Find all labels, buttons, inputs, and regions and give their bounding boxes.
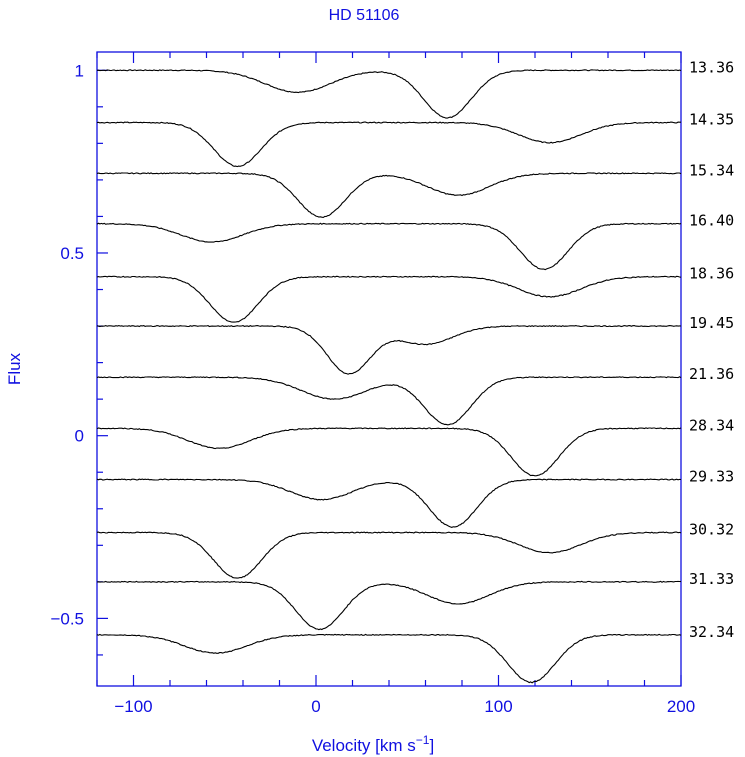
- series-label: 14.35: [689, 111, 734, 129]
- y-tick-labels: 1 0.5 0 −0.5: [50, 61, 84, 628]
- series-label: 32.34: [689, 623, 734, 641]
- x-tick-label: −100: [114, 697, 152, 716]
- spectrum-line: [96, 531, 682, 579]
- spectrum-line: [96, 376, 682, 426]
- series-label: 29.33: [689, 468, 734, 486]
- spectrum-line: [96, 580, 682, 631]
- spectrum-line: [96, 222, 682, 271]
- x-axis-label-exponent: −1: [416, 733, 430, 747]
- x-tick-labels: −100 0 100 200: [114, 697, 695, 716]
- x-axis-label: Velocity [km s−1]: [312, 733, 434, 755]
- x-axis-label-close: ]: [429, 736, 434, 755]
- series-label: 28.34: [689, 416, 734, 434]
- series-label: 31.33: [689, 570, 734, 588]
- chart-title: HD 51106: [329, 7, 400, 24]
- spectrum-line: [96, 275, 682, 323]
- y-tick-label: 0: [75, 427, 84, 446]
- spectrum-line: [96, 427, 682, 477]
- y-tick-label: 1: [75, 61, 84, 80]
- series-label: 15.34: [689, 161, 734, 179]
- x-tick-label: 200: [667, 697, 695, 716]
- x-tick-label: 100: [484, 697, 512, 716]
- series-label: 13.36: [689, 58, 734, 76]
- plot-frame: [96, 51, 682, 687]
- spectrum-line: [96, 69, 682, 119]
- y-axis-label: Flux: [5, 352, 24, 385]
- spectrum-line: [96, 121, 681, 168]
- y-tick-label: −0.5: [50, 609, 84, 628]
- spectra-traces: [96, 69, 682, 684]
- series-label: 16.40: [689, 212, 734, 230]
- y-tick-label: 0.5: [60, 244, 84, 263]
- axis-ticks: [96, 52, 682, 686]
- spectrum-line: [96, 633, 682, 684]
- series-label: 21.36: [689, 365, 734, 383]
- series-label: 30.32: [689, 521, 734, 539]
- spectrum-line: [96, 172, 682, 218]
- x-axis-label-main: Velocity [km s: [312, 736, 416, 755]
- x-tick-label: 0: [311, 697, 320, 716]
- spectrum-line: [96, 324, 682, 375]
- series-label: 19.45: [689, 314, 734, 332]
- series-label: 18.36: [689, 265, 734, 283]
- series-labels: 13.36 14.35 15.34 16.40 18.36 19.45 21.36 28.34…: [689, 58, 734, 641]
- spectrum-line: [96, 478, 682, 528]
